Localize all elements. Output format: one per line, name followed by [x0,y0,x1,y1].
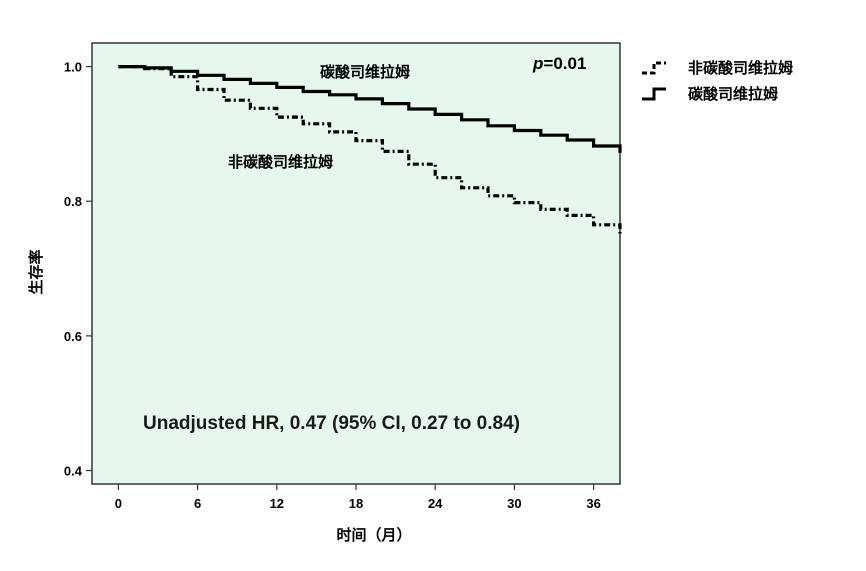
x-tick-label: 6 [194,496,201,511]
x-tick-label: 18 [349,496,363,511]
x-tick-label: 12 [270,496,284,511]
axes: 0 6 12 18 24 30 36 0.4 0.6 0.8 1.0 [64,60,601,511]
survival-curves [118,65,622,234]
x-tick-label: 36 [586,496,600,511]
x-tick-label: 24 [428,496,443,511]
y-tick-label: 0.8 [64,194,82,209]
legend-dashed-swatch [642,61,666,75]
y-axis-title: 生存率 [27,249,45,294]
dashed-survival-curve [118,65,622,234]
dashed-curve-label: 非碳酸司维拉姆 [228,153,333,171]
p-value: p=0.01 [532,54,586,73]
plot-area [91,42,621,485]
legend-label: 非碳酸司维拉姆 [688,59,793,77]
legend-item: 非碳酸司维拉姆 [642,59,793,77]
x-axis-title: 时间（月） [336,526,411,544]
solid-survival-curve [118,65,622,153]
x-tick-label: 30 [507,496,521,511]
p-value-number: =0.01 [543,54,586,73]
y-tick-label: 0.6 [64,329,82,344]
solid-curve-label: 碳酸司维拉姆 [320,63,410,81]
p-symbol: p [532,54,543,73]
hazard-ratio-text: Unadjusted HR, 0.47 (95% CI, 0.27 to 0.8… [143,413,520,434]
x-tick-label: 0 [115,496,122,511]
legend-solid-swatch [642,87,666,101]
y-tick-label: 1.0 [64,60,82,75]
legend-label: 碳酸司维拉姆 [688,85,778,103]
legend-item: 碳酸司维拉姆 [642,85,778,103]
y-tick-label: 0.4 [64,464,83,479]
